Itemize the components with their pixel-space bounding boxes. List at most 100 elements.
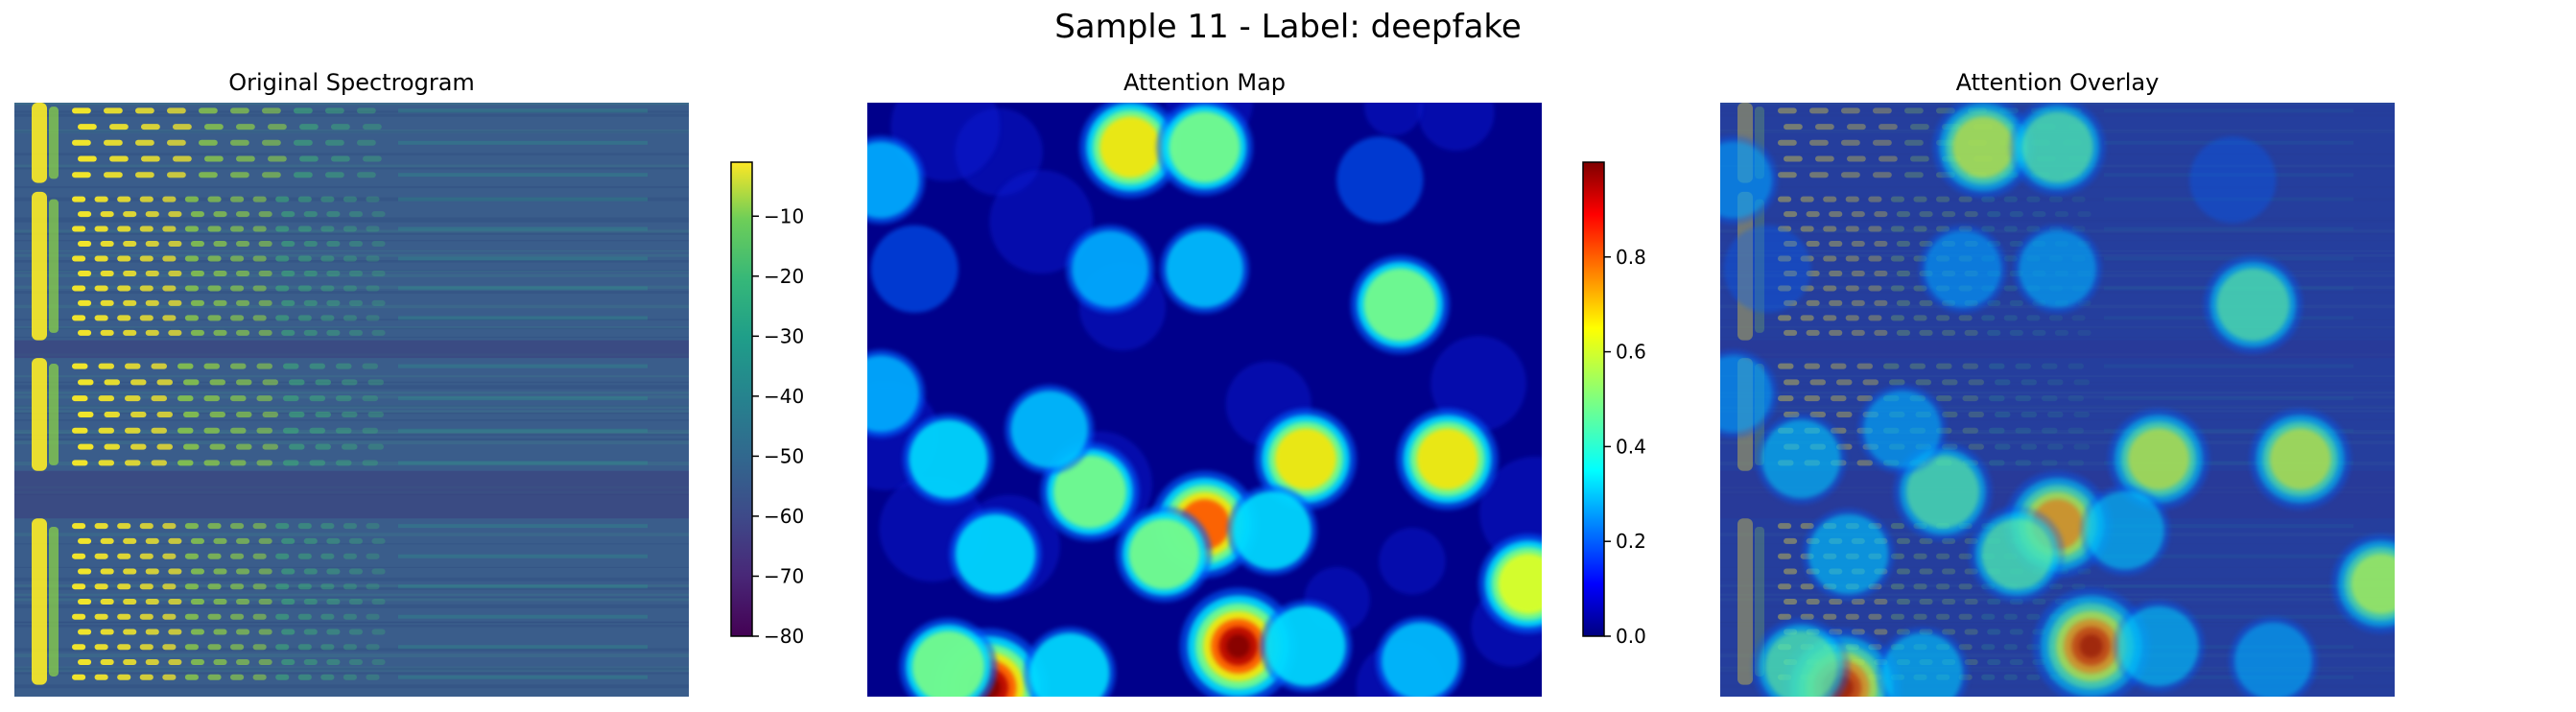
overlay-attention-hotspot bbox=[2118, 605, 2199, 687]
attention-hotspot bbox=[1029, 632, 1110, 697]
spectrogram-texture-line bbox=[14, 240, 689, 242]
attention-hotspot bbox=[1010, 391, 1089, 468]
spectrogram-harmonic-bar bbox=[190, 658, 204, 665]
overlay-spectrogram-harmonic-bar bbox=[1874, 598, 1888, 605]
spectrogram-texture-line bbox=[14, 672, 689, 675]
spectrogram-harmonic-bar bbox=[213, 270, 227, 276]
overlay-spectrogram-harmonic-bar bbox=[1910, 155, 1929, 162]
spectrogram-harmonic-bar bbox=[283, 363, 299, 369]
spectrogram-texture-line bbox=[14, 285, 689, 289]
overlay-spectrogram-harmonic-bar bbox=[1910, 124, 1929, 131]
overlay-attention-hotspot bbox=[2127, 428, 2189, 490]
spectrogram-harmonic-bar bbox=[72, 523, 86, 530]
overlay-spectrogram-harmonic-bar bbox=[1915, 379, 1931, 386]
spectrogram-harmonic-bar bbox=[236, 598, 250, 605]
overlay-spectrogram-harmonic-bar bbox=[1958, 583, 1973, 590]
spectrogram-harmonic-bar bbox=[303, 211, 318, 218]
spectrogram-harmonic-bar bbox=[262, 443, 278, 450]
overlay-spectrogram-harmonic-bar bbox=[1936, 613, 1950, 620]
spectrogram-harmonic-bar bbox=[207, 315, 222, 321]
overlay-spectrogram-harmonic-bar bbox=[1778, 196, 1792, 202]
spectrogram-texture-line bbox=[14, 375, 689, 378]
spectrogram-tail-line bbox=[398, 140, 648, 145]
overlay-spectrogram-texture-line bbox=[1720, 438, 2395, 440]
overlay-spectrogram-harmonic-bar bbox=[1995, 443, 2011, 450]
overlay-spectrogram-harmonic-bar bbox=[1981, 613, 1996, 620]
spectrogram-harmonic-bar bbox=[100, 241, 114, 248]
spectrogram-harmonic-bar bbox=[104, 139, 123, 146]
spectrogram-harmonic-bar bbox=[199, 139, 218, 146]
spectrogram-harmonic-bar bbox=[139, 553, 154, 559]
spectrogram-harmonic-bar bbox=[190, 329, 204, 336]
spectrogram-harmonic-bar bbox=[320, 196, 335, 202]
spectrogram-harmonic-bar bbox=[123, 211, 137, 218]
spectrogram-harmonic-bar bbox=[162, 674, 177, 680]
overlay-spectrogram-harmonic-bar bbox=[1778, 613, 1792, 620]
overlay-spectrogram-harmonic-bar bbox=[2032, 329, 2046, 336]
overlay-spectrogram-texture-line bbox=[1720, 395, 2395, 399]
spectrogram-harmonic-bar bbox=[252, 613, 267, 620]
spectrogram-harmonic-bar bbox=[203, 395, 220, 402]
attention-hotspot bbox=[867, 141, 920, 219]
spectrogram-harmonic-bar bbox=[326, 598, 341, 605]
spectrogram-harmonic-bar bbox=[230, 523, 245, 530]
spectrogram-harmonic-bar bbox=[367, 411, 384, 417]
spectrogram-harmonic-bar bbox=[72, 255, 86, 262]
spectrogram-harmonic-bar bbox=[320, 523, 335, 530]
spectrogram-harmonic-bar bbox=[275, 553, 290, 559]
spectrogram-formant-band bbox=[32, 103, 47, 183]
spectrogram-harmonic-bar bbox=[236, 629, 250, 635]
overlay-spectrogram-harmonic-bar bbox=[1981, 674, 1996, 680]
spectrogram-harmonic-bar bbox=[100, 598, 114, 605]
overlay-spectrogram-harmonic-bar bbox=[1784, 537, 1798, 544]
spectrogram-harmonic-bar bbox=[125, 395, 141, 402]
spectrogram-texture-line bbox=[14, 621, 689, 624]
spectrogram-harmonic-bar bbox=[151, 395, 167, 402]
spectrogram-texture-line bbox=[14, 253, 689, 257]
overlay-attention-hotspot bbox=[1720, 141, 1773, 219]
overlay-spectrogram-harmonic-bar bbox=[1958, 553, 1973, 559]
spectrogram-harmonic-bar bbox=[156, 411, 173, 417]
overlay-spectrogram-harmonic-bar bbox=[1829, 241, 1843, 248]
spectrogram-harmonic-bar bbox=[362, 363, 378, 369]
spectrogram-harmonic-bar bbox=[72, 674, 86, 680]
spectrogram-harmonic-bar bbox=[343, 644, 357, 651]
spectrogram-harmonic-bar bbox=[94, 523, 108, 530]
spectrogram-harmonic-bar bbox=[184, 255, 199, 262]
spectrogram-harmonic-bar bbox=[78, 299, 92, 306]
spectrogram-tail-line bbox=[398, 554, 648, 558]
overlay-spectrogram-harmonic-bar bbox=[1942, 379, 1958, 386]
spectrogram-harmonic-bar bbox=[177, 427, 194, 434]
spectrogram-harmonic-bar bbox=[230, 395, 247, 402]
spectrogram-harmonic-bar bbox=[123, 568, 137, 575]
overlay-spectrogram-harmonic-bar bbox=[1829, 270, 1843, 276]
spectrogram-harmonic-bar bbox=[117, 613, 131, 620]
spectrogram-harmonic-bar bbox=[145, 299, 159, 306]
spectrogram-harmonic-bar bbox=[78, 629, 92, 635]
spectrogram-harmonic-bar bbox=[230, 285, 245, 292]
spectrogram-harmonic-bar bbox=[325, 107, 344, 114]
spectrogram-harmonic-bar bbox=[283, 395, 299, 402]
spectrogram-tail-line bbox=[398, 584, 648, 589]
overlay-spectrogram-texture-line bbox=[1720, 587, 2395, 590]
spectrogram-harmonic-bar bbox=[326, 568, 341, 575]
overlay-spectrogram-harmonic-bar bbox=[1847, 155, 1866, 162]
spectrogram-texture-line bbox=[14, 413, 689, 415]
spectrogram-texture-line bbox=[14, 217, 689, 221]
spectrogram-texture-line bbox=[14, 438, 689, 440]
spectrogram-texture-line bbox=[14, 577, 689, 581]
spectrogram-harmonic-bar bbox=[366, 196, 380, 202]
spectrogram-texture-line bbox=[14, 622, 689, 624]
spectrogram-harmonic-bar bbox=[151, 460, 167, 466]
spectrogram-harmonic-bar bbox=[303, 537, 318, 544]
spectrogram-harmonic-bar bbox=[343, 523, 357, 530]
spectrogram-harmonic-bar bbox=[162, 255, 177, 262]
spectrogram-texture-line bbox=[14, 666, 689, 669]
spectrogram-tail-line bbox=[398, 524, 648, 529]
spectrogram-harmonic-bar bbox=[199, 172, 218, 178]
overlay-spectrogram-harmonic-bar bbox=[1823, 613, 1837, 620]
overlay-spectrogram-harmonic-bar bbox=[1919, 211, 1933, 218]
spectrogram-harmonic-bar bbox=[343, 674, 357, 680]
overlay-spectrogram-harmonic-bar bbox=[1890, 285, 1904, 292]
overlay-spectrogram-harmonic-bar bbox=[1913, 196, 1927, 202]
